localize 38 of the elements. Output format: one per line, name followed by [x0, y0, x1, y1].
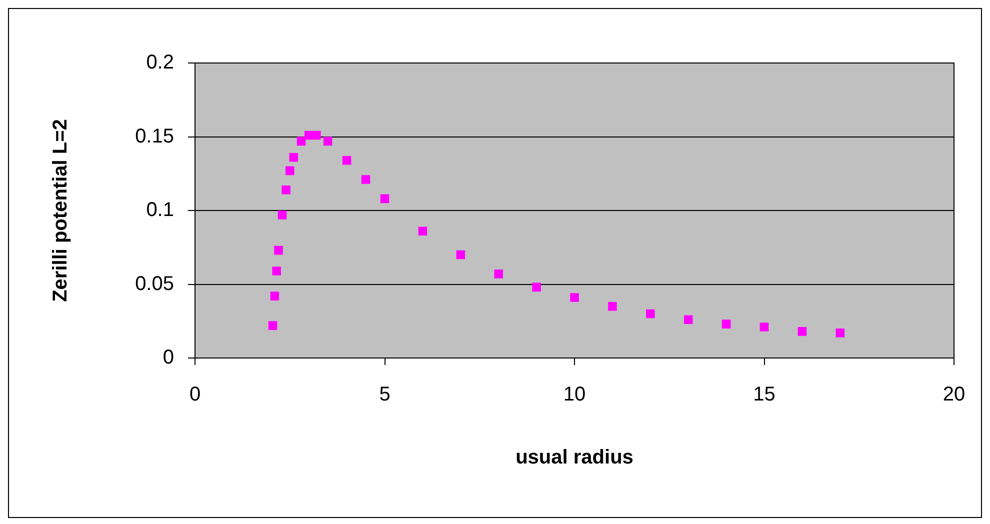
y-tick-label: 0	[162, 346, 174, 369]
point	[342, 156, 352, 165]
point	[272, 266, 281, 276]
point	[646, 309, 655, 318]
point	[456, 250, 466, 260]
point	[312, 130, 321, 140]
point	[270, 292, 280, 300]
x-tick-label: 15	[753, 384, 776, 406]
x-tick-label: 0	[189, 384, 201, 406]
point	[684, 315, 693, 324]
point	[323, 136, 332, 146]
point	[532, 282, 541, 292]
point	[282, 185, 290, 194]
y-tick-label: 0.05	[135, 272, 174, 295]
y-tick-label: 0.2	[146, 52, 174, 74]
point	[268, 321, 278, 330]
point	[608, 302, 617, 311]
x-tick-label: 20	[942, 384, 966, 406]
point	[274, 246, 283, 255]
point	[760, 322, 769, 332]
y-axis-title: Zerilli potential L=2	[50, 119, 72, 302]
x-tick-label: 5	[379, 384, 390, 406]
point	[722, 320, 731, 328]
x-tick-label: 10	[563, 384, 586, 406]
point	[836, 328, 845, 338]
point	[380, 194, 390, 204]
y-tick-label: 0.1	[146, 199, 174, 222]
point	[570, 293, 579, 302]
point	[494, 270, 503, 278]
point	[798, 327, 807, 336]
x-axis-title: usual radius	[516, 446, 634, 469]
point	[289, 153, 298, 162]
point	[285, 166, 294, 176]
y-tick-label: 0.15	[135, 125, 174, 148]
point	[418, 226, 428, 236]
point	[361, 175, 370, 184]
point	[278, 210, 287, 220]
point	[296, 136, 306, 146]
